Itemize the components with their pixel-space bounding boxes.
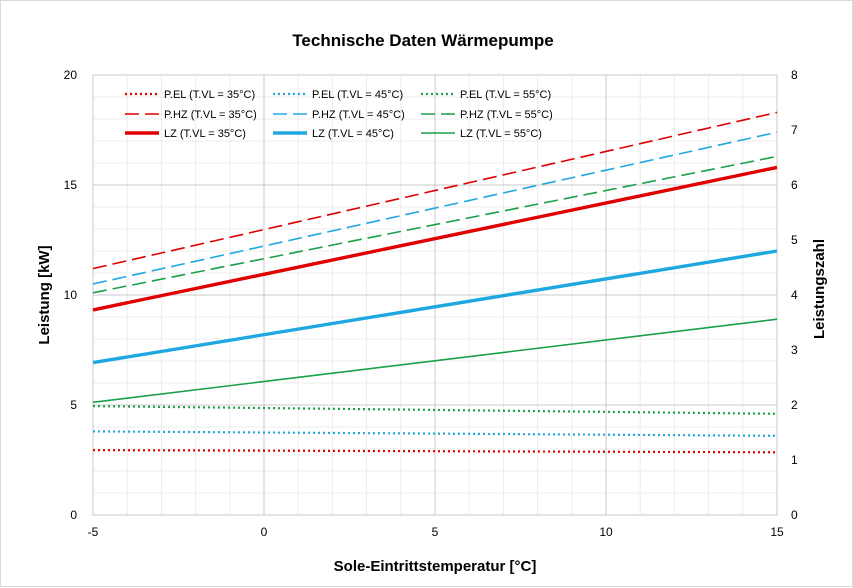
legend-label-9: LZ (T.VL = 55°C)	[460, 128, 542, 140]
series-line-5	[92, 131, 778, 285]
y-tick-label: 20	[64, 68, 78, 82]
y2-tick-label: 5	[791, 233, 798, 247]
legend-label-1: P.EL (T.VL = 35°C)	[164, 89, 255, 101]
grid	[92, 74, 778, 516]
legend-label-5: P.HZ (T.VL = 45°C)	[312, 109, 405, 121]
y2-tick-label: 2	[791, 398, 798, 412]
tick-labels: -5 0 5 10 15 0 5 10 15 20 0 1 2 3 4 5 6 7 8	[64, 68, 798, 539]
series-layer	[92, 111, 778, 454]
y-axis-title: Leistung [kW]	[36, 245, 53, 344]
x-axis-title: Sole-Eintrittstemperatur [°C]	[334, 558, 537, 575]
legend-label-8: LZ (T.VL = 45°C)	[312, 128, 394, 140]
y2-tick-label: 0	[791, 508, 798, 522]
y-tick-label: 0	[70, 508, 77, 522]
y2-tick-label: 4	[791, 288, 798, 302]
series-line-7	[92, 165, 778, 312]
series-line-1	[92, 449, 778, 454]
y2-tick-label: 8	[791, 68, 798, 82]
legend-label-6: P.HZ (T.VL = 55°C)	[460, 109, 553, 121]
y2-tick-label: 6	[791, 178, 798, 192]
y2-tick-label: 7	[791, 123, 798, 137]
series-line-8	[92, 249, 778, 365]
x-tick-label: 0	[261, 525, 268, 539]
y-tick-label: 15	[64, 178, 78, 192]
series-line-4	[92, 111, 778, 270]
y-tick-label: 10	[64, 288, 78, 302]
series-line-9	[92, 318, 778, 404]
y2-tick-label: 3	[791, 343, 798, 357]
series-line-2	[92, 430, 778, 437]
x-tick-label: 15	[770, 525, 784, 539]
legend-label-3: P.EL (T.VL = 55°C)	[460, 89, 551, 101]
x-tick-label: 5	[432, 525, 439, 539]
x-tick-label: 10	[599, 525, 613, 539]
chart-title: Technische Daten Wärmepumpe	[292, 31, 553, 50]
legend-label-7: LZ (T.VL = 35°C)	[164, 128, 246, 140]
y2-axis-title: Leistungszahl	[811, 239, 828, 339]
y-tick-label: 5	[70, 398, 77, 412]
legend-label-4: P.HZ (T.VL = 35°C)	[164, 109, 257, 121]
series-line-3	[92, 405, 778, 415]
legend: P.EL (T.VL = 35°C) P.EL (T.VL = 45°C) P.EL…	[125, 89, 553, 140]
legend-label-2: P.EL (T.VL = 45°C)	[312, 89, 403, 101]
series-line-6	[92, 155, 778, 294]
x-tick-label: -5	[88, 525, 99, 539]
y2-tick-label: 1	[791, 453, 798, 467]
